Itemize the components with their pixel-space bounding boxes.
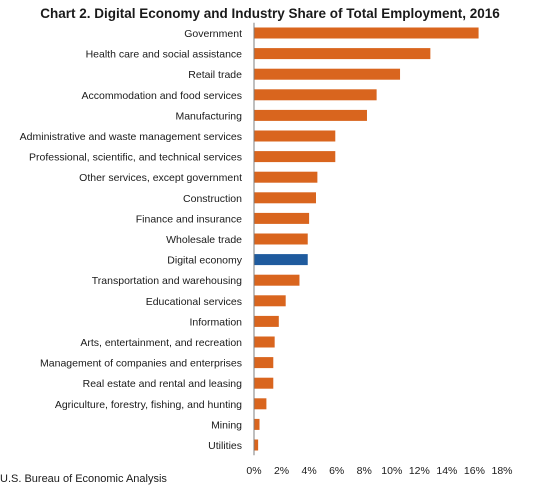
- source-note: U.S. Bureau of Economic Analysis: [0, 473, 167, 485]
- x-tick-label: 16%: [464, 465, 485, 477]
- category-label: Manufacturing: [175, 110, 242, 122]
- bar-educational-services: [254, 295, 286, 307]
- category-label: Retail trade: [188, 69, 242, 81]
- category-label: Real estate and rental and leasing: [83, 378, 243, 390]
- category-label: Health care and social assistance: [86, 49, 243, 61]
- category-label: Professional, scientific, and technical …: [29, 152, 242, 164]
- bar-information: [254, 315, 279, 327]
- category-label: Mining: [211, 419, 242, 431]
- bar-manufacturing: [254, 109, 367, 121]
- category-label: Other services, except government: [79, 172, 242, 184]
- category-label: Transportation and warehousing: [92, 275, 242, 287]
- bar-utilities: [254, 439, 259, 451]
- bar-arts-entertainment-and-recreation: [254, 336, 275, 348]
- bar-transportation-and-warehousing: [254, 274, 300, 286]
- bar-accommodation-and-food-services: [254, 89, 377, 101]
- category-label: Accommodation and food services: [82, 90, 243, 102]
- x-tick-label: 4%: [302, 465, 317, 477]
- bar-other-services-except-government: [254, 171, 318, 183]
- category-label: Wholesale trade: [166, 234, 242, 246]
- bar-retail-trade: [254, 68, 401, 80]
- bar-government: [254, 27, 479, 39]
- x-tick-label: 10%: [381, 465, 402, 477]
- category-label: Information: [189, 316, 242, 328]
- category-label: Finance and insurance: [136, 213, 242, 225]
- category-label: Construction: [183, 193, 242, 205]
- chart-title: Chart 2. Digital Economy and Industry Sh…: [40, 6, 500, 21]
- x-tick-label: 18%: [491, 465, 512, 477]
- category-label: Utilities: [208, 440, 242, 452]
- category-label: Agriculture, forestry, fishing, and hunt…: [55, 399, 242, 411]
- x-tick-label: 0%: [246, 465, 261, 477]
- bar-professional-scientific-and-technical-services: [254, 151, 336, 163]
- bar-wholesale-trade: [254, 233, 308, 245]
- x-tick-label: 6%: [329, 465, 344, 477]
- bar-finance-and-insurance: [254, 212, 310, 224]
- category-label: Administrative and waste management serv…: [20, 131, 242, 143]
- bars-layer: [254, 27, 479, 451]
- x-tick-label: 14%: [436, 465, 457, 477]
- category-label: Arts, entertainment, and recreation: [80, 337, 242, 349]
- category-labels: Government Health care and social assista…: [20, 28, 243, 452]
- x-tick-label: 2%: [274, 465, 289, 477]
- bar-mining: [254, 418, 260, 430]
- category-label: Digital economy: [167, 255, 242, 267]
- bar-health-care-and-social-assistance: [254, 48, 431, 60]
- category-label: Educational services: [146, 296, 242, 308]
- bar-management-of-companies-and-enterprises: [254, 357, 274, 369]
- category-label: Management of companies and enterprises: [40, 358, 242, 370]
- x-tick-label: 12%: [409, 465, 430, 477]
- category-label: Government: [184, 28, 242, 40]
- bar-real-estate-and-rental-and-leasing: [254, 377, 274, 389]
- bar-construction: [254, 192, 316, 204]
- x-tick-label: 8%: [357, 465, 372, 477]
- x-axis-ticks: 0% 2% 4% 6% 8% 10% 12% 14% 16% 18%: [246, 465, 512, 477]
- bar-agriculture-forestry-fishing-and-hunting: [254, 398, 267, 410]
- bar-digital-economy: [254, 254, 308, 266]
- bar-administrative-and-waste-management-services: [254, 130, 336, 142]
